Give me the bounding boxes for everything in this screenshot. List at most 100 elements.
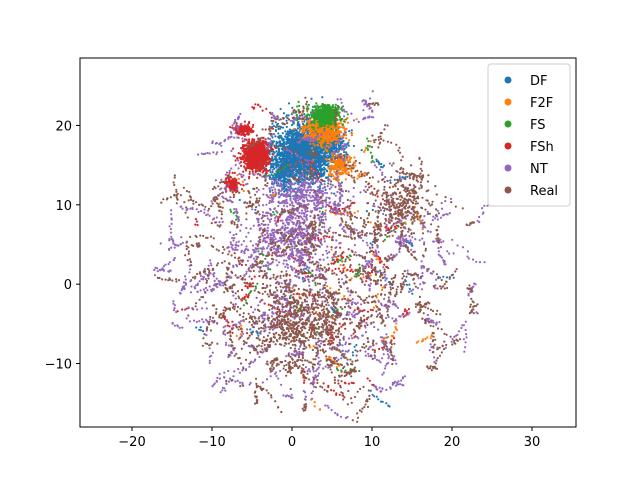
data-point xyxy=(284,180,287,184)
data-point xyxy=(267,303,270,306)
data-point xyxy=(309,166,312,169)
data-point xyxy=(280,270,283,273)
data-point xyxy=(337,382,340,385)
data-point xyxy=(348,258,351,261)
data-point xyxy=(307,141,310,144)
data-point xyxy=(291,111,294,114)
data-point xyxy=(321,163,324,167)
data-point xyxy=(318,123,321,127)
data-point xyxy=(367,140,370,143)
data-point xyxy=(330,248,333,251)
data-point xyxy=(378,256,382,260)
data-point xyxy=(276,153,279,156)
data-point xyxy=(308,130,311,133)
data-point xyxy=(321,96,324,99)
data-point xyxy=(329,170,332,173)
data-point xyxy=(242,304,245,307)
data-point xyxy=(371,155,374,158)
data-point xyxy=(377,160,380,163)
data-point xyxy=(332,165,335,168)
data-point xyxy=(340,108,343,111)
data-point xyxy=(368,379,371,382)
data-point xyxy=(294,174,297,177)
data-point xyxy=(328,120,331,123)
data-point xyxy=(281,132,284,135)
data-point xyxy=(308,126,311,129)
data-point xyxy=(298,123,301,126)
data-point xyxy=(316,156,319,160)
data-point xyxy=(322,382,325,385)
data-point xyxy=(327,174,330,177)
data-point xyxy=(305,149,308,152)
data-point xyxy=(418,219,421,222)
data-point xyxy=(277,148,280,151)
data-point xyxy=(235,334,238,337)
data-point xyxy=(286,156,289,160)
data-point xyxy=(273,167,276,170)
data-point xyxy=(285,159,288,163)
data-point xyxy=(417,340,420,343)
data-point xyxy=(320,115,323,118)
data-point xyxy=(366,310,370,313)
data-point xyxy=(421,338,424,341)
data-point xyxy=(303,176,306,179)
data-point xyxy=(345,137,348,140)
data-point xyxy=(334,128,338,132)
data-point xyxy=(283,141,286,144)
data-point xyxy=(288,132,291,135)
data-point xyxy=(325,134,328,137)
data-point xyxy=(281,157,284,160)
data-point xyxy=(195,220,198,223)
data-point xyxy=(302,381,306,384)
data-point xyxy=(321,140,324,143)
data-point xyxy=(287,114,290,117)
data-point xyxy=(353,156,356,159)
data-point xyxy=(317,140,320,143)
data-point xyxy=(303,135,306,138)
data-point xyxy=(343,167,346,170)
data-point xyxy=(248,334,251,337)
data-point xyxy=(353,345,356,348)
data-point xyxy=(389,179,392,182)
data-point xyxy=(279,158,282,161)
data-point xyxy=(343,396,346,399)
data-point xyxy=(263,302,266,305)
data-point xyxy=(305,267,308,270)
data-point xyxy=(298,134,301,137)
data-point xyxy=(295,114,298,117)
data-point xyxy=(310,132,313,135)
data-point xyxy=(353,162,356,165)
data-point xyxy=(294,170,298,173)
data-point xyxy=(326,285,329,288)
data-point xyxy=(314,157,317,160)
data-point xyxy=(291,123,294,127)
data-point xyxy=(343,295,346,298)
data-point xyxy=(275,166,278,169)
data-point xyxy=(314,130,317,133)
data-point xyxy=(306,113,309,116)
data-point xyxy=(295,136,299,139)
data-point xyxy=(408,242,411,245)
data-point xyxy=(282,179,285,182)
data-point xyxy=(285,114,288,117)
data-point xyxy=(292,132,295,135)
data-point xyxy=(349,160,352,164)
data-point xyxy=(383,209,386,212)
data-point xyxy=(273,213,276,216)
data-point xyxy=(303,155,306,158)
data-point xyxy=(445,276,449,279)
data-point xyxy=(274,135,277,138)
data-point xyxy=(303,148,306,151)
data-point xyxy=(350,129,353,132)
data-point xyxy=(288,274,291,277)
data-point xyxy=(327,125,330,129)
data-point xyxy=(294,160,297,163)
data-point xyxy=(345,118,348,121)
data-point xyxy=(308,114,311,117)
data-point xyxy=(405,283,409,286)
data-point xyxy=(319,117,322,120)
data-point xyxy=(345,151,348,154)
data-point xyxy=(273,158,276,161)
data-point xyxy=(275,160,279,164)
data-point xyxy=(335,367,339,370)
